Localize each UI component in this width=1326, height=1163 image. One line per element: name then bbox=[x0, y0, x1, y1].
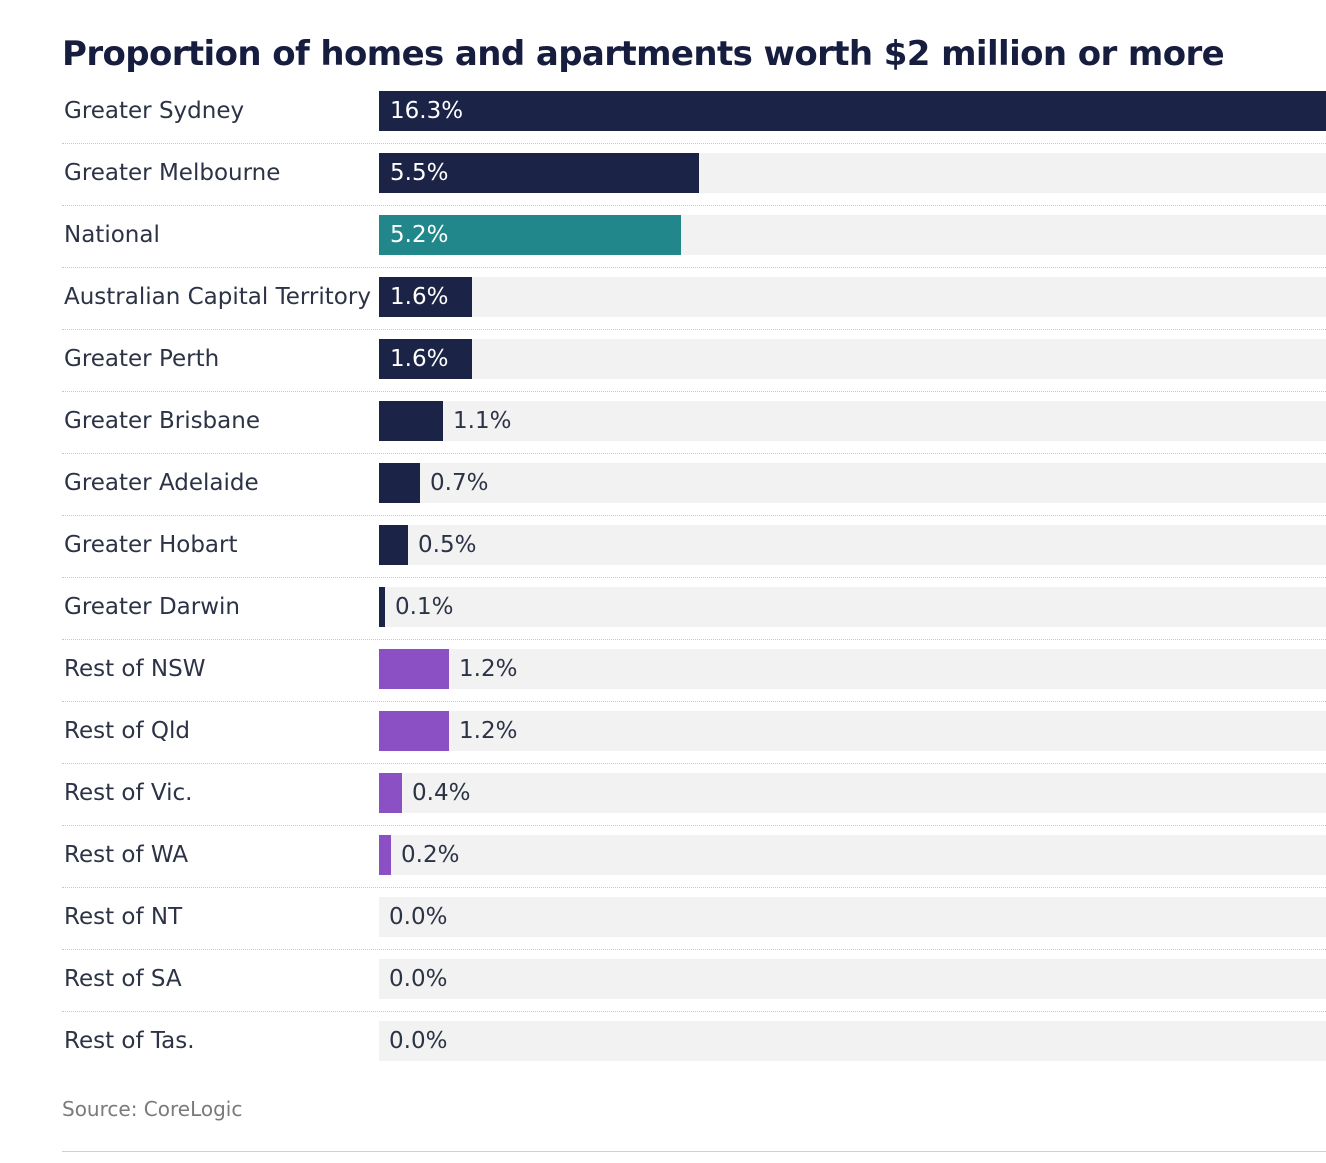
category-label: Australian Capital Territory bbox=[64, 284, 371, 310]
bar-regional bbox=[379, 773, 402, 813]
value-label: 1.1% bbox=[453, 408, 512, 434]
bar-regional bbox=[379, 835, 391, 875]
bar-chart: Greater Sydney 16.3% Greater Melbourne 5.5%… bbox=[62, 91, 1326, 1083]
value-label: 5.5% bbox=[390, 160, 449, 186]
category-label: Rest of Vic. bbox=[64, 780, 193, 806]
value-label: 0.0% bbox=[389, 966, 448, 992]
value-label: 0.5% bbox=[418, 532, 477, 558]
bar-regional bbox=[379, 711, 449, 751]
category-label: Rest of Tas. bbox=[64, 1028, 195, 1054]
chart-row: Australian Capital Territory 1.6% bbox=[62, 277, 1326, 339]
chart-row: Rest of NSW 1.2% bbox=[62, 649, 1326, 711]
chart-row: National 5.2% bbox=[62, 215, 1326, 277]
bar-track: 0.1% bbox=[379, 587, 1326, 627]
value-label: 0.7% bbox=[430, 470, 489, 496]
chart-row: Rest of Qld 1.2% bbox=[62, 711, 1326, 773]
category-label: Greater Brisbane bbox=[64, 408, 260, 434]
source-note: Source: CoreLogic bbox=[62, 1097, 243, 1121]
chart-title: Proportion of homes and apartments worth… bbox=[62, 34, 1225, 74]
category-label: National bbox=[64, 222, 160, 248]
value-label: 0.0% bbox=[389, 1028, 448, 1054]
category-label: Greater Perth bbox=[64, 346, 220, 372]
bar-track: 0.2% bbox=[379, 835, 1326, 875]
value-label: 16.3% bbox=[390, 98, 464, 124]
bar-capital bbox=[379, 91, 1326, 131]
value-label: 0.1% bbox=[395, 594, 454, 620]
category-label: Rest of Qld bbox=[64, 718, 190, 744]
bar-track: 5.2% bbox=[379, 215, 1326, 255]
bar-capital bbox=[379, 277, 472, 317]
value-label: 0.2% bbox=[401, 842, 460, 868]
chart-row: Greater Brisbane 1.1% bbox=[62, 401, 1326, 463]
value-label: 1.2% bbox=[459, 718, 518, 744]
value-label: 0.4% bbox=[412, 780, 471, 806]
chart-row: Greater Hobart 0.5% bbox=[62, 525, 1326, 587]
bar-capital bbox=[379, 587, 385, 627]
value-label: 5.2% bbox=[390, 222, 449, 248]
bar-track: 0.0% bbox=[379, 959, 1326, 999]
bar-track: 1.6% bbox=[379, 339, 1326, 379]
bar-track: 0.4% bbox=[379, 773, 1326, 813]
bar-track: 1.2% bbox=[379, 711, 1326, 751]
chart-row: Greater Darwin 0.1% bbox=[62, 587, 1326, 649]
bottom-divider bbox=[62, 1151, 1326, 1152]
bar-track: 0.7% bbox=[379, 463, 1326, 503]
chart-row: Greater Melbourne 5.5% bbox=[62, 153, 1326, 215]
bar-track: 0.0% bbox=[379, 897, 1326, 937]
value-label: 1.6% bbox=[390, 284, 449, 310]
chart-row: Rest of SA 0.0% bbox=[62, 959, 1326, 1021]
bar-capital bbox=[379, 463, 420, 503]
bar-track: 1.1% bbox=[379, 401, 1326, 441]
bar-track: 0.0% bbox=[379, 1021, 1326, 1061]
value-label: 1.2% bbox=[459, 656, 518, 682]
category-label: Greater Darwin bbox=[64, 594, 240, 620]
value-label: 1.6% bbox=[390, 346, 449, 372]
chart-row: Rest of Tas. 0.0% bbox=[62, 1021, 1326, 1083]
category-label: Rest of NSW bbox=[64, 656, 206, 682]
category-label: Rest of SA bbox=[64, 966, 182, 992]
category-label: Rest of NT bbox=[64, 904, 183, 930]
chart-row: Rest of Vic. 0.4% bbox=[62, 773, 1326, 835]
category-label: Greater Sydney bbox=[64, 98, 245, 124]
chart-row: Rest of NT 0.0% bbox=[62, 897, 1326, 959]
category-label: Greater Hobart bbox=[64, 532, 238, 558]
category-label: Rest of WA bbox=[64, 842, 189, 868]
value-label: 0.0% bbox=[389, 904, 448, 930]
bar-capital bbox=[379, 153, 699, 193]
bar-capital bbox=[379, 401, 443, 441]
bar-capital bbox=[379, 339, 472, 379]
bar-regional bbox=[379, 649, 449, 689]
category-label: Greater Adelaide bbox=[64, 470, 259, 496]
bar-capital bbox=[379, 525, 408, 565]
category-label: Greater Melbourne bbox=[64, 160, 281, 186]
bar-track: 16.3% bbox=[379, 91, 1326, 131]
bar-track: 0.5% bbox=[379, 525, 1326, 565]
bar-track: 1.2% bbox=[379, 649, 1326, 689]
chart-row: Rest of WA 0.2% bbox=[62, 835, 1326, 897]
bar-track: 1.6% bbox=[379, 277, 1326, 317]
chart-row: Greater Perth 1.6% bbox=[62, 339, 1326, 401]
chart-row: Greater Sydney 16.3% bbox=[62, 91, 1326, 153]
bar-national bbox=[379, 215, 681, 255]
bar-track: 5.5% bbox=[379, 153, 1326, 193]
chart-row: Greater Adelaide 0.7% bbox=[62, 463, 1326, 525]
